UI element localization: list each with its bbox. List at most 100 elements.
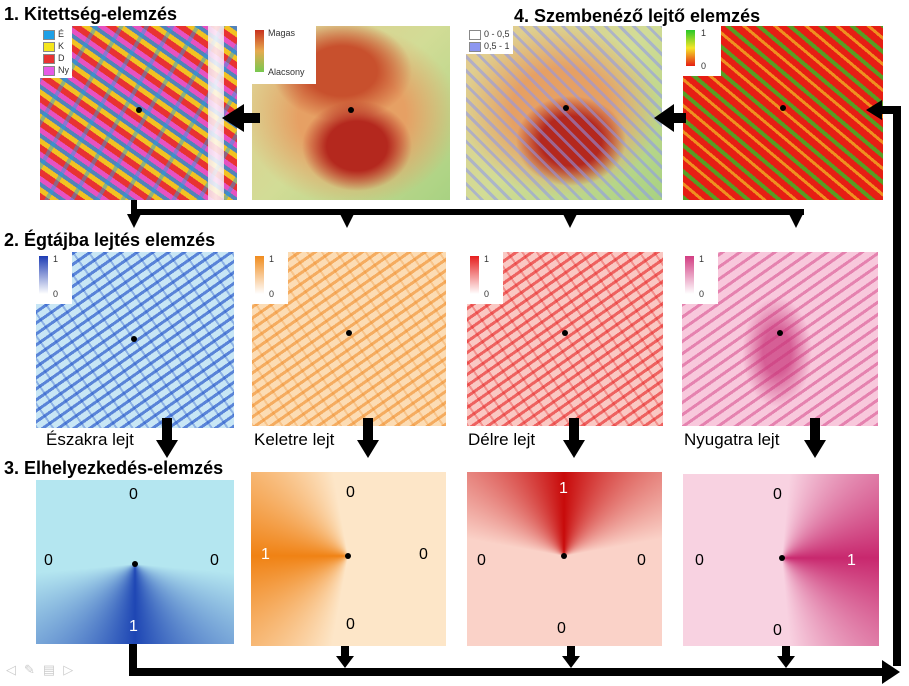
elevation-low-label: Alacsony	[268, 67, 305, 77]
menu-icon[interactable]: ▤	[42, 662, 64, 677]
scale-min-label: 0	[269, 289, 275, 299]
legend-label-west: Ny	[58, 65, 69, 75]
south-slope-map: 1 0	[467, 252, 663, 426]
pen-icon[interactable]: ✎	[24, 662, 43, 677]
center-point	[345, 553, 351, 559]
arrow-distribution-row1-to-row2	[127, 200, 804, 228]
center-point	[132, 561, 138, 567]
value-left: 1	[261, 546, 270, 563]
low-range-swatch	[469, 29, 481, 40]
aspect-map: É K D Ny	[40, 26, 237, 200]
caption-south: Délre lejt	[468, 430, 536, 449]
value-top: 0	[346, 484, 355, 501]
facing-slope-index-map: 1 0	[683, 26, 883, 200]
legend-label-north: É	[58, 29, 65, 39]
arrow-east-to-location	[357, 418, 379, 458]
value-top: 0	[773, 486, 782, 503]
center-point	[348, 107, 354, 113]
scale-min-label: 0	[701, 61, 707, 71]
center-point	[131, 336, 137, 342]
facing-index-legend: 1 0	[683, 26, 721, 76]
caption-west: Nyugatra lejt	[684, 430, 780, 449]
west-slope-map: 1 0	[682, 252, 878, 426]
title-aspect-analysis: 1. Kitettség-elemzés	[4, 4, 178, 24]
elevation-map: Magas Alacsony	[252, 26, 450, 200]
west-location-map: 0 0 1 0	[683, 474, 879, 646]
value-left: 0	[44, 552, 53, 569]
south-scale-gradient	[470, 256, 479, 294]
aspect-legend: É K D Ny	[40, 26, 72, 78]
elevation-gradient	[255, 30, 264, 72]
center-point	[136, 107, 142, 113]
arrow-south-to-location	[563, 418, 585, 458]
south-swatch	[43, 53, 55, 64]
value-bottom: 0	[346, 616, 355, 633]
caption-north: Északra lejt	[46, 430, 134, 449]
scale-min-label: 0	[53, 289, 59, 299]
east-scale-gradient	[255, 256, 264, 294]
south-location-map: 1 0 0 0	[467, 472, 662, 646]
arrow-west-to-location	[804, 418, 826, 458]
north-scale-legend: 1 0	[36, 252, 72, 304]
north-swatch	[43, 29, 55, 40]
arrow-north-to-location	[156, 418, 178, 458]
north-scale-gradient	[39, 256, 48, 294]
value-bottom: 0	[557, 620, 566, 637]
value-right: 0	[210, 552, 219, 569]
scale-max-label: 1	[699, 254, 705, 264]
value-right: 0	[637, 552, 646, 569]
center-point	[777, 330, 783, 336]
center-point	[779, 555, 785, 561]
caption-east: Keletre lejt	[254, 430, 335, 449]
north-slope-map: 1 0	[36, 252, 234, 428]
title-location-analysis: 3. Elhelyezkedés-elemzés	[4, 458, 224, 478]
slide-nav-icons[interactable]: ◁✎▤▷	[6, 662, 81, 678]
west-scale-gradient	[685, 256, 694, 294]
scale-max-label: 1	[53, 254, 59, 264]
value-right: 1	[847, 552, 856, 569]
scale-min-label: 0	[699, 289, 705, 299]
legend-label-east: K	[58, 41, 65, 51]
title-facing-slope-analysis: 4. Szembenéző lejtő elemzés	[514, 6, 761, 26]
value-left: 0	[477, 552, 486, 569]
forward-icon[interactable]: ▷	[63, 662, 82, 677]
scale-max-label: 1	[701, 28, 707, 38]
center-point	[346, 330, 352, 336]
legend-label-south: D	[58, 53, 65, 63]
center-point	[562, 330, 568, 336]
value-bottom: 0	[773, 622, 782, 639]
east-scale-legend: 1 0	[252, 252, 288, 304]
facing-slope-legend: 0 - 0,5 0,5 - 1	[466, 26, 513, 54]
high-range-swatch	[469, 41, 481, 52]
north-location-map: 0 0 0 1	[36, 480, 234, 644]
legend-label-high-range: 0,5 - 1	[484, 41, 510, 51]
arrow-return-right	[866, 100, 901, 666]
elevation-legend: Magas Alacsony	[252, 26, 316, 84]
back-icon[interactable]: ◁	[6, 662, 24, 677]
east-slope-map: 1 0	[252, 252, 446, 426]
center-point	[561, 553, 567, 559]
arrow-collection-bottom	[129, 644, 900, 684]
title-direction-slope-analysis: 2. Égtájba lejtés elemzés	[4, 230, 216, 250]
west-swatch	[43, 65, 55, 76]
east-swatch	[43, 41, 55, 52]
value-top: 1	[559, 480, 568, 497]
facing-slope-map: 0 - 0,5 0,5 - 1	[466, 26, 662, 200]
center-point	[780, 105, 786, 111]
value-right: 0	[419, 546, 428, 563]
arrow-elevation-to-aspect	[222, 104, 260, 132]
elevation-high-label: Magas	[268, 28, 296, 38]
center-point	[563, 105, 569, 111]
scale-max-label: 1	[269, 254, 275, 264]
facing-index-gradient	[686, 30, 695, 66]
south-scale-legend: 1 0	[467, 252, 503, 304]
scale-max-label: 1	[484, 254, 490, 264]
value-top: 0	[129, 486, 138, 503]
east-location-map: 0 1 0 0	[251, 472, 446, 646]
legend-label-low-range: 0 - 0,5	[484, 29, 510, 39]
value-left: 0	[695, 552, 704, 569]
arrow-index-to-facing	[654, 104, 686, 132]
value-bottom: 1	[129, 618, 138, 635]
scale-min-label: 0	[484, 289, 490, 299]
